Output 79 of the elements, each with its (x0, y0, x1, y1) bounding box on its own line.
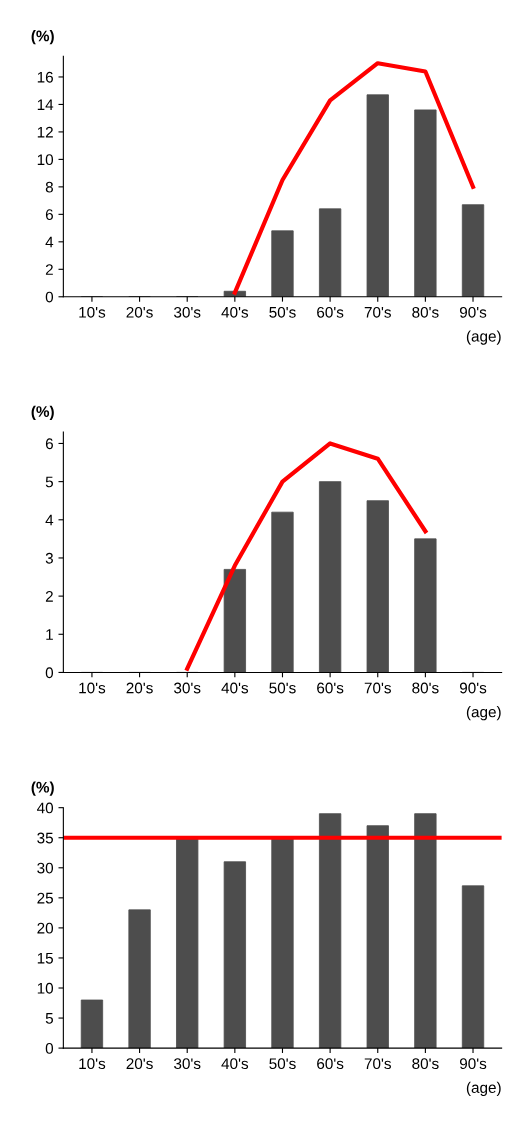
y-tick-label: 0 (45, 291, 54, 303)
x-tick-label: 50's (269, 682, 296, 694)
bar (80, 999, 104, 1049)
y-tick-label: 0 (45, 1042, 54, 1054)
y-tick-label: 16 (37, 71, 53, 83)
x-tick-label: 70's (364, 306, 391, 318)
y-tick-label: 2 (45, 590, 53, 602)
x-tick-label: 40's (221, 682, 249, 694)
x-tick-label: 50's (269, 306, 296, 318)
x-tick-label: 10's (79, 682, 106, 694)
x-tick-label: 30's (174, 682, 201, 694)
x-axis-title: (age) (466, 330, 501, 345)
y-axis-title: (%) (31, 405, 54, 420)
y-tick-label: 4 (45, 514, 54, 526)
x-axis-title: (age) (466, 706, 501, 721)
x-tick-label: 70's (364, 682, 391, 694)
bar (318, 208, 342, 297)
x-tick-label: 10's (79, 1058, 106, 1070)
y-axis-title: (%) (31, 30, 54, 45)
y-tick-label: 30 (37, 862, 54, 874)
x-tick-label: 80's (412, 682, 439, 694)
bar (318, 813, 342, 1049)
line-series (185, 441, 428, 671)
x-tick-label: 60's (317, 682, 344, 694)
y-tick-label: 3 (45, 552, 53, 564)
y-tick-label: 14 (37, 99, 54, 110)
x-tick-label: 20's (126, 306, 153, 318)
bar (366, 500, 389, 673)
y-tick-label: 15 (37, 952, 53, 964)
bar (414, 813, 437, 1049)
bar (271, 511, 294, 673)
bar (461, 885, 485, 1049)
y-tick-label: 35 (37, 832, 53, 844)
y-axis-title: (%) (31, 781, 54, 796)
bar (414, 538, 437, 673)
x-tick-label: 40's (221, 306, 249, 318)
y-tick-label: 5 (45, 476, 53, 488)
y-tick-label: 12 (37, 126, 53, 138)
x-tick-label: 80's (412, 306, 439, 318)
x-tick-label: 40's (221, 1058, 249, 1070)
x-tick-label: 20's (126, 682, 153, 694)
x-tick-label: 30's (174, 1058, 201, 1070)
y-tick-label: 5 (45, 1013, 53, 1024)
bar (271, 837, 294, 1049)
y-tick-label: 40 (37, 802, 54, 814)
y-tick-label: 10 (37, 154, 54, 166)
y-tick-label: 1 (46, 629, 53, 640)
y-tick-label: 8 (45, 181, 53, 193)
bar (366, 94, 389, 297)
bar (318, 481, 342, 673)
bar (271, 230, 294, 297)
y-tick-label: 10 (37, 982, 54, 994)
bar (461, 204, 485, 297)
x-tick-label: 10's (79, 306, 106, 318)
y-tick-label: 4 (45, 236, 54, 248)
line-series (232, 61, 476, 295)
x-axis-title: (age) (466, 1081, 501, 1097)
y-tick-label: 20 (37, 922, 54, 934)
x-tick-label: 80's (412, 1058, 439, 1070)
bar (176, 837, 199, 1049)
y-tick-label: 2 (45, 264, 53, 275)
x-tick-label: 50's (269, 1058, 296, 1070)
y-tick-label: 25 (37, 892, 53, 904)
x-tick-label: 90's (459, 306, 487, 318)
bar (223, 568, 246, 673)
bar (128, 909, 151, 1049)
y-tick-label: 6 (45, 438, 53, 450)
y-tick-label: 0 (45, 667, 54, 679)
x-tick-label: 60's (317, 1058, 344, 1070)
x-tick-label: 70's (364, 1058, 391, 1070)
bar (366, 825, 389, 1049)
x-tick-label: 30's (174, 306, 201, 318)
x-tick-label: 60's (317, 306, 344, 318)
x-tick-label: 20's (126, 1058, 153, 1070)
bar (414, 109, 437, 297)
x-tick-label: 90's (459, 682, 487, 694)
y-tick-label: 6 (45, 209, 53, 221)
bar (223, 861, 246, 1049)
x-tick-label: 90's (459, 1058, 487, 1070)
